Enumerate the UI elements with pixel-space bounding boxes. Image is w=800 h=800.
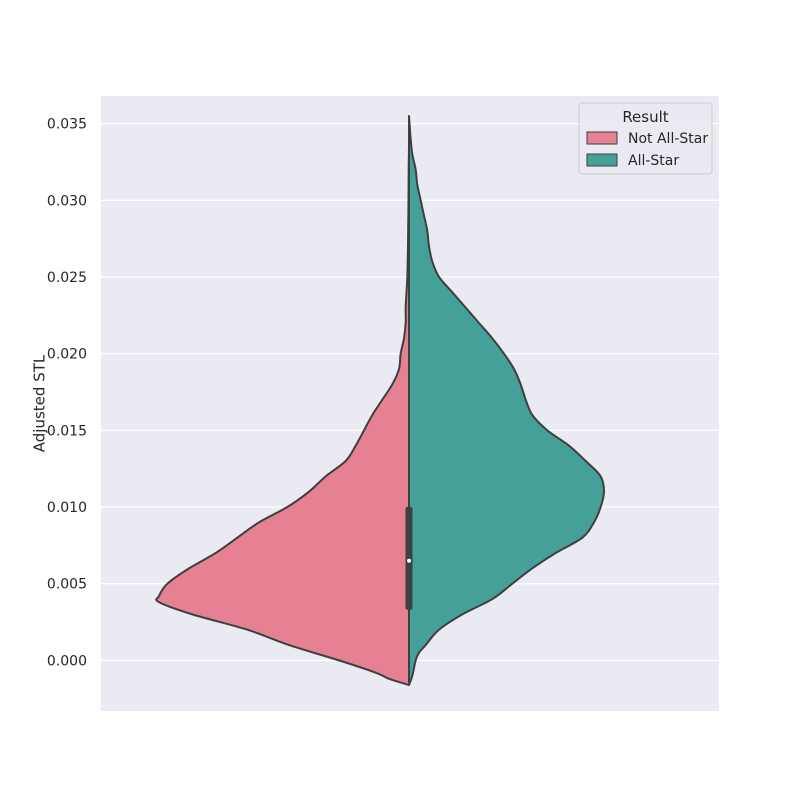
violin-not-all-star <box>155 145 410 686</box>
legend-swatch-all-star <box>586 153 618 167</box>
legend-label-all-star: All-Star <box>628 153 679 169</box>
y-axis-label: Adjusted STL <box>30 354 48 452</box>
y-tick-label: 0.010 <box>47 500 87 516</box>
y-tick-label: 0.000 <box>47 653 87 669</box>
violin-bodies <box>155 114 605 686</box>
legend-title: Result <box>622 108 668 126</box>
y-tick-labels: 0.000 0.005 0.010 0.015 0.020 0.025 0.030 0.035 <box>47 117 87 670</box>
inner-box <box>405 115 413 685</box>
y-tick-label: 0.020 <box>47 347 87 363</box>
legend: Result Not All-Star All-Star <box>578 102 713 175</box>
violin-all-star <box>408 114 605 686</box>
legend-label-not-all-star: Not All-Star <box>628 131 708 147</box>
y-tick-label: 0.035 <box>47 117 87 133</box>
y-tick-label: 0.015 <box>47 423 87 439</box>
y-tick-label: 0.030 <box>47 193 87 209</box>
y-tick-label: 0.025 <box>47 270 87 286</box>
legend-swatch-not-all-star <box>586 131 618 145</box>
iqr-box <box>405 507 413 610</box>
median-point <box>407 558 411 563</box>
y-tick-label: 0.005 <box>47 577 87 593</box>
